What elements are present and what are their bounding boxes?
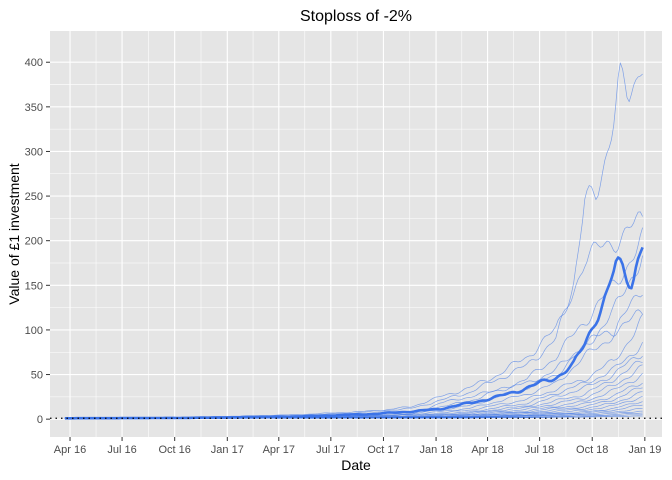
x-tick-label: Jan 19 [628, 444, 661, 456]
x-tick-label: Apr 16 [54, 444, 86, 456]
x-tick-label: Jul 18 [525, 444, 554, 456]
y-tick-label: 350 [25, 102, 43, 114]
y-tick-label: 150 [25, 280, 43, 292]
y-tick-label: 300 [25, 146, 43, 158]
x-tick-label: Oct 18 [576, 444, 608, 456]
y-tick-label: 0 [37, 414, 43, 426]
y-tick-label: 250 [25, 191, 43, 203]
y-tick-label: 200 [25, 236, 43, 248]
x-axis: Apr 16 Jul 16 Oct 16 Jan 17 Apr 17 Jul 17 Oct … [54, 437, 661, 456]
x-tick-label: Jul 17 [316, 444, 345, 456]
x-tick-label: Jan 17 [211, 444, 244, 456]
x-tick-label: Oct 17 [367, 444, 399, 456]
x-axis-title: Date [341, 457, 371, 473]
x-tick-label: Jan 18 [420, 444, 453, 456]
plot-panel [50, 31, 662, 437]
x-tick-label: Oct 16 [158, 444, 190, 456]
minor-gridlines [50, 31, 662, 437]
y-tick-label: 100 [25, 325, 43, 337]
y-tick-label: 50 [31, 370, 43, 382]
x-tick-label: Apr 18 [471, 444, 503, 456]
y-axis-title: Value of £1 investment [6, 163, 22, 304]
y-tick-label: 400 [25, 57, 43, 69]
x-tick-label: Apr 17 [263, 444, 295, 456]
y-axis: 0 50 100 150 200 250 300 350 400 [25, 57, 50, 426]
x-tick-label: Jul 16 [107, 444, 136, 456]
chart-title: Stoploss of -2% [300, 8, 412, 25]
